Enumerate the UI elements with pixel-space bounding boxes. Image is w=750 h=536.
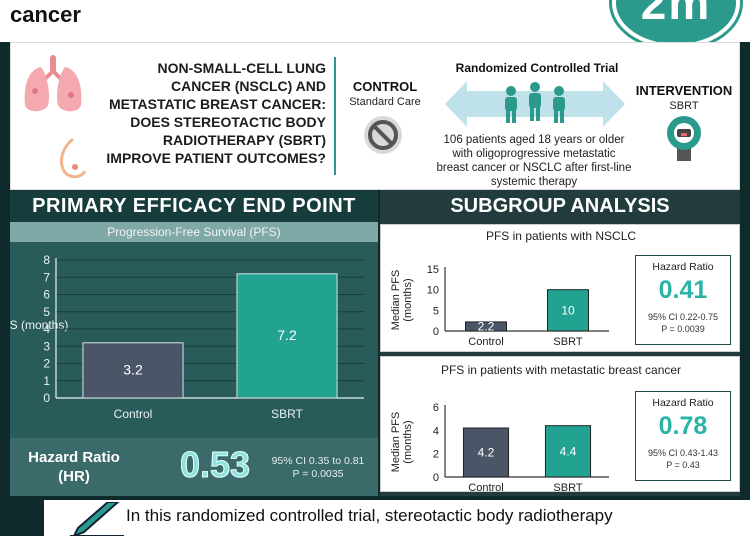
y-tick-label: 2: [433, 449, 439, 461]
bar-sbrt: [236, 273, 338, 399]
breast-icon: [59, 137, 87, 179]
pfs-subtitle: Progression-Free Survival (PFS): [10, 222, 378, 242]
x-tick-label: SBRT: [271, 407, 303, 421]
y-axis-label: (months): [402, 420, 414, 463]
data-label: 7.2: [277, 327, 297, 343]
radiotherapy-machine-icon: [667, 116, 701, 161]
data-label: 4.4: [560, 444, 577, 458]
y-axis-label: (months): [402, 278, 414, 321]
y-axis-label: Median PFS: [390, 270, 402, 331]
data-label: 2.2: [478, 319, 495, 333]
bar-control: [465, 321, 507, 332]
data-label: 3.2: [123, 361, 143, 377]
x-tick-label: SBRT: [553, 336, 582, 348]
hazard-ratio-p: P = 0.0035: [292, 468, 344, 480]
breast-cancer-pfs-chart: Median PFS (months) 0 2 4 6 4.2 Control 4.4 SBRT: [390, 402, 609, 491]
x-tick-label: Control: [468, 336, 503, 348]
y-tick-label: 4: [43, 322, 50, 336]
page-title: cancer: [10, 2, 81, 27]
nsclc-hr-ci: 95% CI 0.22-0.75: [647, 312, 719, 322]
nsclc-hr-box: Hazard Ratio 0.41 95% CI 0.22-0.75 P = 0…: [635, 255, 731, 345]
header: cancer 2m: [0, 0, 750, 42]
y-tick-label: 6: [43, 288, 50, 302]
study-overview-panel: NON-SMALL-CELL LUNG CANCER (NSCLC) AND M…: [10, 42, 740, 190]
x-tick-label: Control: [468, 482, 503, 491]
nsclc-hr-p: P = 0.0039: [661, 324, 705, 334]
breast-cancer-hr-title: Hazard Ratio: [652, 397, 714, 409]
rct-description: 106 patients aged 18 years or older with…: [436, 134, 632, 188]
hazard-ratio-value: 0.53: [179, 444, 251, 486]
breast-cancer-hr-box: Hazard Ratio 0.78 95% CI 0.43-1.43 P = 0…: [635, 391, 731, 481]
nsclc-pfs-chart: Median PFS (months) 0 5 10 15 2.2 Control 10 SBRT: [390, 264, 609, 348]
y-tick-label: 1: [43, 374, 50, 388]
breast-cancer-box: PFS in patients with metastatic breast c…: [380, 356, 740, 492]
primary-endpoint-title: PRIMARY EFFICACY END POINT: [10, 190, 378, 222]
y-axis-label: Median PFS (months): [10, 318, 68, 332]
y-tick-label: 0: [433, 472, 439, 484]
y-tick-label: 0: [43, 391, 50, 405]
y-tick-label: 8: [43, 253, 50, 267]
hazard-ratio-ci-text: 95% CI 0.35 to 0.81: [271, 455, 365, 467]
bar-control: [462, 427, 510, 478]
x-tick-label: SBRT: [553, 482, 582, 491]
nsclc-hr-value: 0.41: [658, 276, 708, 304]
primary-pfs-chart: Median PFS (months) 0 1 2 3 4 5 6 7 8 3.2 Control 7.…: [10, 253, 364, 421]
y-tick-label: 5: [43, 305, 50, 319]
study-question: NON-SMALL-CELL LUNG CANCER (NSCLC) AND M…: [106, 60, 326, 166]
rct-title: Randomized Controlled Trial: [455, 61, 619, 75]
breast-cancer-hr-value: 0.78: [658, 412, 708, 440]
hazard-ratio-ci: 95% CI 0.35 to 0.81 P = 0.0035: [266, 455, 370, 481]
bar-control: [82, 342, 184, 399]
primary-endpoint-panel: PRIMARY EFFICACY END POINT Progression-F…: [10, 190, 378, 496]
breast-cancer-hr-p: P = 0.43: [666, 460, 700, 470]
subgroup-panel: SUBGROUP ANALYSIS PFS in patients with N…: [380, 190, 740, 496]
intervention-title: INTERVENTION: [635, 83, 733, 98]
x-tick-label: Control: [114, 407, 153, 421]
bar-sbrt: [547, 289, 589, 332]
hazard-ratio-label: Hazard Ratio (HR): [28, 449, 120, 485]
bar-sbrt: [544, 425, 592, 478]
y-tick-label: 7: [43, 270, 50, 284]
control-subtitle: Standard Care: [349, 96, 421, 108]
footer-conclusion: In this randomized controlled trial, ste…: [126, 506, 613, 525]
logo: 2m: [612, 0, 740, 42]
y-tick-label: 6: [433, 402, 439, 414]
hazard-ratio-band: Hazard Ratio (HR) 0.53 95% CI 0.35 to 0.…: [10, 438, 378, 496]
y-tick-label: 0: [433, 326, 439, 338]
footer-banner: [44, 500, 750, 536]
lung-icon: [24, 55, 82, 112]
nsclc-hr-title: Hazard Ratio: [652, 261, 714, 273]
y-tick-label: 10: [427, 285, 439, 297]
control-title: CONTROL: [352, 79, 418, 94]
divider: [334, 57, 336, 175]
subgroup-title: SUBGROUP ANALYSIS: [450, 195, 670, 217]
breast-cancer-title: PFS in patients with metastatic breast c…: [440, 363, 682, 377]
data-label: 10: [561, 303, 575, 317]
y-tick-label: 4: [433, 425, 439, 437]
no-symbol-icon: [364, 116, 402, 154]
intervention-subtitle: SBRT: [669, 100, 699, 112]
y-tick-label: 5: [433, 305, 439, 317]
footer: In this randomized controlled trial, ste…: [0, 496, 750, 536]
y-tick-label: 15: [427, 264, 439, 276]
pencil-icon: [70, 502, 124, 536]
y-axis-label: Median PFS: [390, 412, 402, 473]
nsclc-title: PFS in patients with NSCLC: [485, 229, 637, 243]
nsclc-box: PFS in patients with NSCLC Median PFS (mo…: [380, 224, 740, 352]
y-tick-label: 2: [43, 357, 50, 371]
logo-text: 2m: [640, 0, 712, 29]
people-icon: [445, 81, 625, 127]
breast-cancer-hr-ci: 95% CI 0.43-1.43: [647, 448, 719, 458]
data-label: 4.2: [478, 446, 495, 460]
y-tick-label: 3: [43, 339, 50, 353]
